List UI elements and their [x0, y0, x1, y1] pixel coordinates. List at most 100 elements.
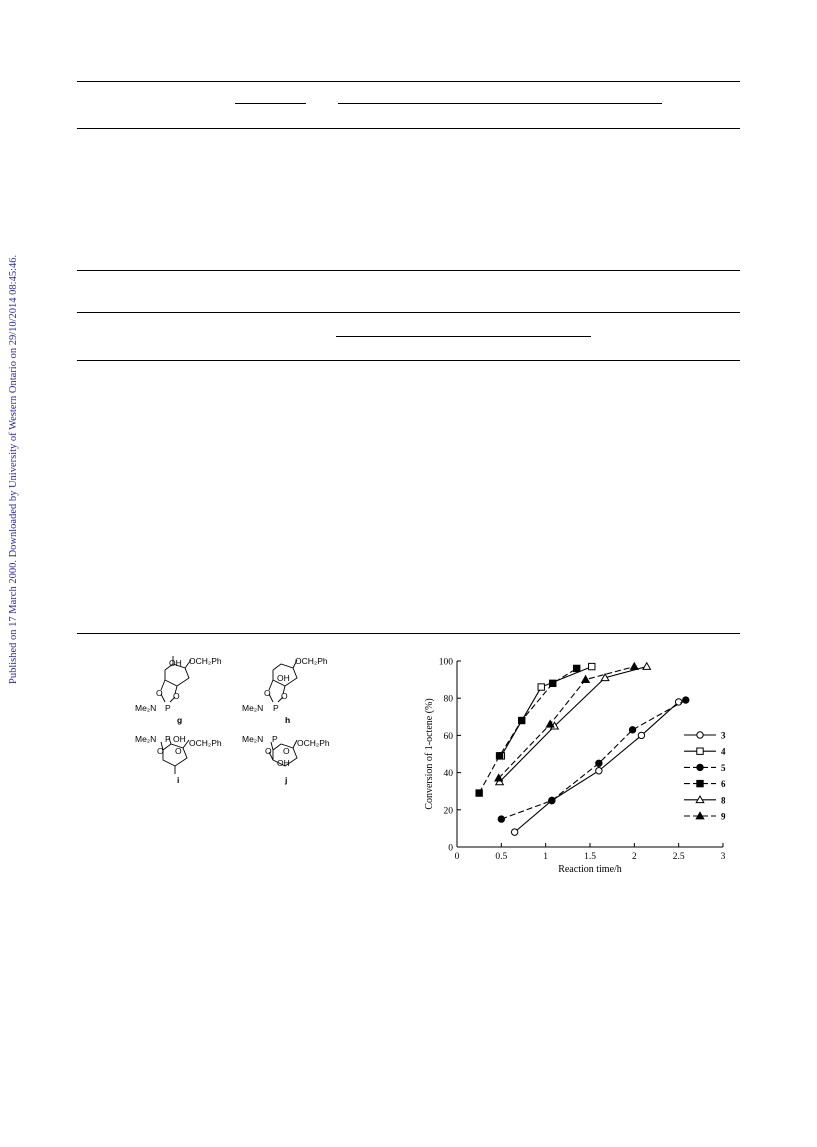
struct-i-o2: O	[175, 746, 182, 756]
struct-h-label: h	[285, 715, 290, 725]
series-line-6	[478, 667, 577, 794]
struct-g-me2n: Me₂N	[135, 703, 156, 713]
point-8	[642, 661, 652, 670]
y-tick-label: 60	[444, 732, 454, 742]
struct-i-me2n: Me₂N	[135, 734, 156, 744]
legend-marker	[695, 811, 705, 820]
x-tick-label: 0	[455, 852, 460, 862]
struct-i-oh: OH	[173, 734, 186, 744]
struct-g-o1: O	[156, 688, 163, 698]
point-6	[475, 789, 483, 797]
structure-h	[268, 659, 298, 703]
legend-item-4: 4	[684, 747, 726, 757]
point-3	[510, 828, 519, 836]
struct-g-och2ph: OCH₂Ph	[189, 656, 222, 666]
legend-item-6: 6	[684, 779, 726, 789]
side-note: Published on 17 March 2000. Downloaded b…	[8, 254, 19, 684]
struct-g-p: P	[165, 703, 171, 713]
struct-h-oh: OH	[277, 673, 290, 683]
struct-h-me2n: Me₂N	[242, 703, 263, 713]
legend-label: 3	[721, 731, 726, 741]
point-5	[682, 696, 690, 704]
x-tick-label: 2	[632, 852, 637, 862]
y-tick-label: 20	[444, 806, 454, 816]
struct-j-oh: OH	[277, 758, 290, 768]
table-top-rule	[77, 81, 740, 82]
struct-h-p: P	[273, 703, 279, 713]
struct-j-och2ph: OCH₂Ph	[297, 738, 330, 748]
series-line-4	[500, 666, 592, 757]
series-4	[497, 662, 596, 760]
point-5	[628, 726, 637, 734]
table-header-subrule-1	[235, 103, 306, 104]
table2-header-rule	[77, 360, 740, 361]
legend-label: 9	[721, 812, 726, 822]
x-tick-label: 1.5	[584, 852, 596, 862]
legend-item-8: 8	[684, 794, 726, 805]
struct-j-o1: O	[265, 746, 272, 756]
legend-marker	[696, 763, 704, 772]
point-9	[545, 719, 555, 728]
point-3	[637, 731, 646, 740]
series-line-5	[501, 699, 687, 820]
struct-i-o1: O	[157, 746, 164, 756]
series-line-9	[498, 666, 635, 779]
struct-g-oh: OH	[169, 658, 182, 668]
legend: 3 4 5 6 8 9	[684, 731, 726, 822]
struct-j-p: P	[272, 734, 278, 744]
struct-h-o1: O	[264, 688, 271, 698]
table-header-subrule-2	[338, 103, 662, 104]
struct-g-label: g	[177, 715, 182, 725]
legend-label: 5	[721, 763, 726, 773]
series-line-8	[499, 666, 647, 783]
legend-item-5: 5	[684, 763, 726, 773]
x-tick-label: 2.5	[673, 852, 685, 862]
point-5	[497, 815, 506, 823]
point-9	[629, 661, 639, 670]
legend-item-9: 9	[684, 811, 726, 822]
x-tick-label: 1	[543, 852, 548, 862]
x-tick-label: 3	[721, 852, 726, 862]
table2-header-subrule	[336, 336, 591, 337]
point-3	[595, 767, 603, 775]
series-6	[475, 664, 581, 797]
legend-marker	[696, 779, 704, 788]
point-9	[494, 773, 504, 782]
y-tick-label: 0	[448, 844, 453, 854]
point-3	[674, 698, 683, 706]
table2-top-rule	[77, 312, 740, 313]
point-5	[595, 759, 603, 768]
x-ticks: 0 0.5 1 1.5 2 2.5 3	[455, 843, 726, 862]
y-axis-label: Conversion of 1-octene (%)	[424, 698, 435, 809]
series-line-3	[514, 701, 680, 833]
point-4	[588, 662, 596, 671]
legend-label: 8	[721, 795, 726, 805]
y-ticks: 0 20 40 60 80 100	[439, 658, 461, 854]
x-tick-label: 0.5	[495, 852, 507, 862]
conversion-chart: 0 0.5 1 1.5 2 2.5 3 0 20 40 60 80 100 Reaction time…	[424, 658, 726, 876]
legend-label: 6	[721, 779, 726, 789]
plot-series	[475, 661, 690, 836]
structure-j	[268, 739, 298, 767]
struct-i-label: i	[177, 775, 179, 785]
table2-bottom-rule	[77, 633, 740, 634]
point-6	[495, 752, 504, 760]
point-8	[600, 672, 610, 682]
table-bottom-rule	[77, 270, 740, 271]
legend-marker	[695, 794, 705, 804]
point-6	[573, 664, 581, 673]
structure-i	[160, 737, 190, 774]
struct-h-och2ph: OCH₂Ph	[295, 656, 328, 666]
legend-marker	[696, 747, 704, 755]
x-axis-label: Reaction time/h	[558, 864, 622, 875]
y-tick-label: 40	[444, 769, 454, 779]
y-tick-label: 100	[439, 658, 454, 668]
legend-item-3: 3	[684, 731, 726, 741]
point-6	[518, 716, 526, 725]
struct-j-o2: O	[283, 746, 290, 756]
legend-label: 4	[721, 747, 726, 757]
series-3	[510, 698, 683, 836]
chemical-structures: OH OCH₂Ph Me₂N P O O g OCH₂Ph OH Me₂N P …	[135, 656, 330, 785]
struct-h-o2: O	[281, 691, 288, 701]
legend-marker	[696, 731, 704, 739]
